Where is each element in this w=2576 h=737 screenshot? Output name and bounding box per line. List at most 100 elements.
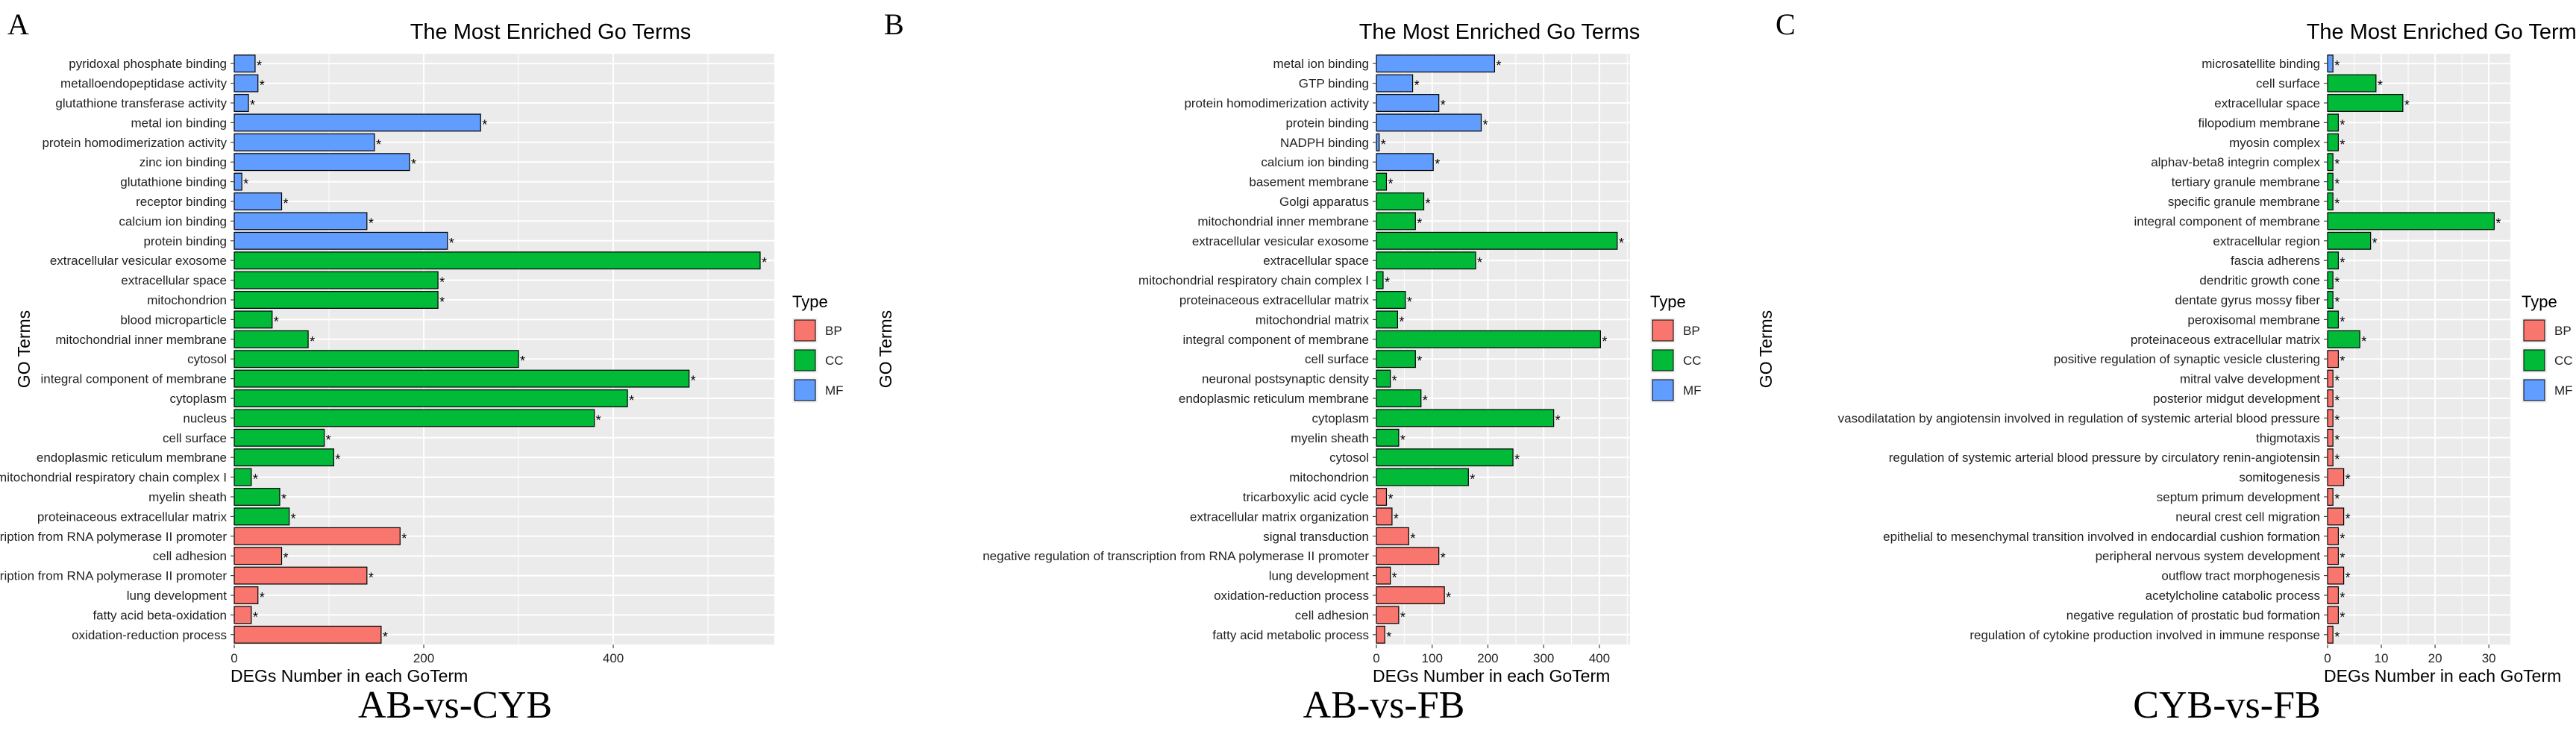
significance-star: * [1426,196,1431,211]
bar [234,625,382,644]
category-label: proteinaceous extracellular matrix [37,509,228,524]
bar [2327,330,2360,348]
significance-star: * [1394,511,1399,526]
significance-star: * [2334,433,2340,448]
category-label: mitochondrial inner membrane [55,333,227,347]
bar [1376,566,1391,585]
significance-star: * [376,137,381,152]
significance-star: * [2334,413,2340,427]
significance-star: * [1417,354,1422,368]
category-label: extracellular space [121,274,227,288]
bar [2327,507,2345,526]
category-label: Golgi apparatus [1279,195,1369,209]
bar [2327,527,2340,545]
bar [234,547,283,565]
category-label: extracellular vesicular exosome [1192,234,1369,248]
bar [1376,192,1425,210]
significance-star: * [1496,58,1501,73]
bar [1376,448,1514,467]
bar [234,448,334,467]
significance-star: * [691,374,696,389]
bar [234,350,519,368]
category-label: GTP binding [1299,77,1369,91]
bar [2327,606,2340,624]
legend-label: BP [2554,324,2572,338]
category-label: thigmotaxis [2256,431,2320,445]
significance-star: * [291,511,296,526]
category-label: myelin sheath [1291,431,1369,445]
category-label: regulation of systemic arterial blood pr… [1889,451,2320,465]
category-label: mitochondrion [1289,471,1369,485]
significance-star: * [2345,472,2351,487]
panel-letter: C [1776,7,1796,41]
x-tick-label: 400 [603,651,624,665]
category-label: extracellular space [1263,254,1369,268]
bar [234,133,375,151]
category-label: negative regulation of transcription fro… [983,549,1369,563]
bar [2327,153,2334,172]
significance-star: * [369,571,374,586]
category-label: filopodium membrane [2199,116,2320,130]
category-label: oxidation-reduction process [72,628,227,642]
bar [234,527,401,545]
category-label: cell surface [163,431,227,445]
bar [1376,54,1496,73]
category-label: endoplasmic reticulum membrane [37,451,227,465]
panel-b: B The Most Enriched Go Terms * metal ion bi… [876,7,1702,727]
bar [234,291,439,309]
bar [2327,448,2334,467]
category-label: tricarboxylic acid cycle [1243,490,1369,504]
significance-star: * [1381,137,1386,152]
category-label: protein homodimerization activity [42,136,227,150]
legend: Type BP CC MF [2522,292,2573,403]
bar [1376,625,1385,644]
bar [2327,74,2377,92]
significance-star: * [260,78,265,93]
significance-star: * [439,275,445,290]
bar [2327,54,2334,73]
bar [2327,625,2334,644]
y-axis-title: GO Terms [1756,310,1776,388]
category-label: fatty acid beta-oxidation [93,608,227,622]
significance-star: * [260,590,265,605]
significance-star: * [283,196,289,211]
bar [2327,468,2345,486]
significance-star: * [520,354,525,368]
significance-star: * [2340,531,2345,546]
category-label: mitochondrion [147,293,227,307]
significance-star: * [1400,609,1405,624]
category-label: protein binding [1285,116,1369,130]
significance-star: * [2340,255,2345,270]
category-label: mitochondrial inner membrane [1197,214,1369,228]
bar [1376,488,1388,506]
significance-star: * [1388,492,1393,507]
legend-swatch [1652,319,1674,342]
bar [234,507,290,526]
bar [1376,409,1555,427]
bar [2327,192,2334,210]
x-tick-label: 300 [1533,651,1554,665]
significance-star: * [1441,551,1446,565]
x-tick-label: 200 [1477,651,1498,665]
significance-star: * [1435,157,1440,172]
category-label: protein homodimerization activity [1184,96,1369,110]
bar [2327,488,2334,506]
bar [234,606,252,624]
significance-star: * [2340,314,2345,329]
category-label: septum primum development [2157,490,2320,504]
legend-label: CC [825,354,844,368]
significance-star: * [2340,137,2345,152]
bar [2327,586,2340,604]
bar [234,54,256,73]
bar [1376,350,1416,368]
category-label: peripheral nervous system development [2096,549,2321,563]
category-label: proteinaceous extracellular matrix [1179,293,1370,307]
x-tick-label: 200 [413,651,434,665]
significance-star: * [1388,177,1393,192]
legend-label: BP [825,324,842,338]
significance-star: * [253,609,258,624]
bar [234,231,448,250]
legend-label: MF [2554,383,2573,398]
significance-star: * [283,551,289,565]
significance-star: * [383,630,388,645]
